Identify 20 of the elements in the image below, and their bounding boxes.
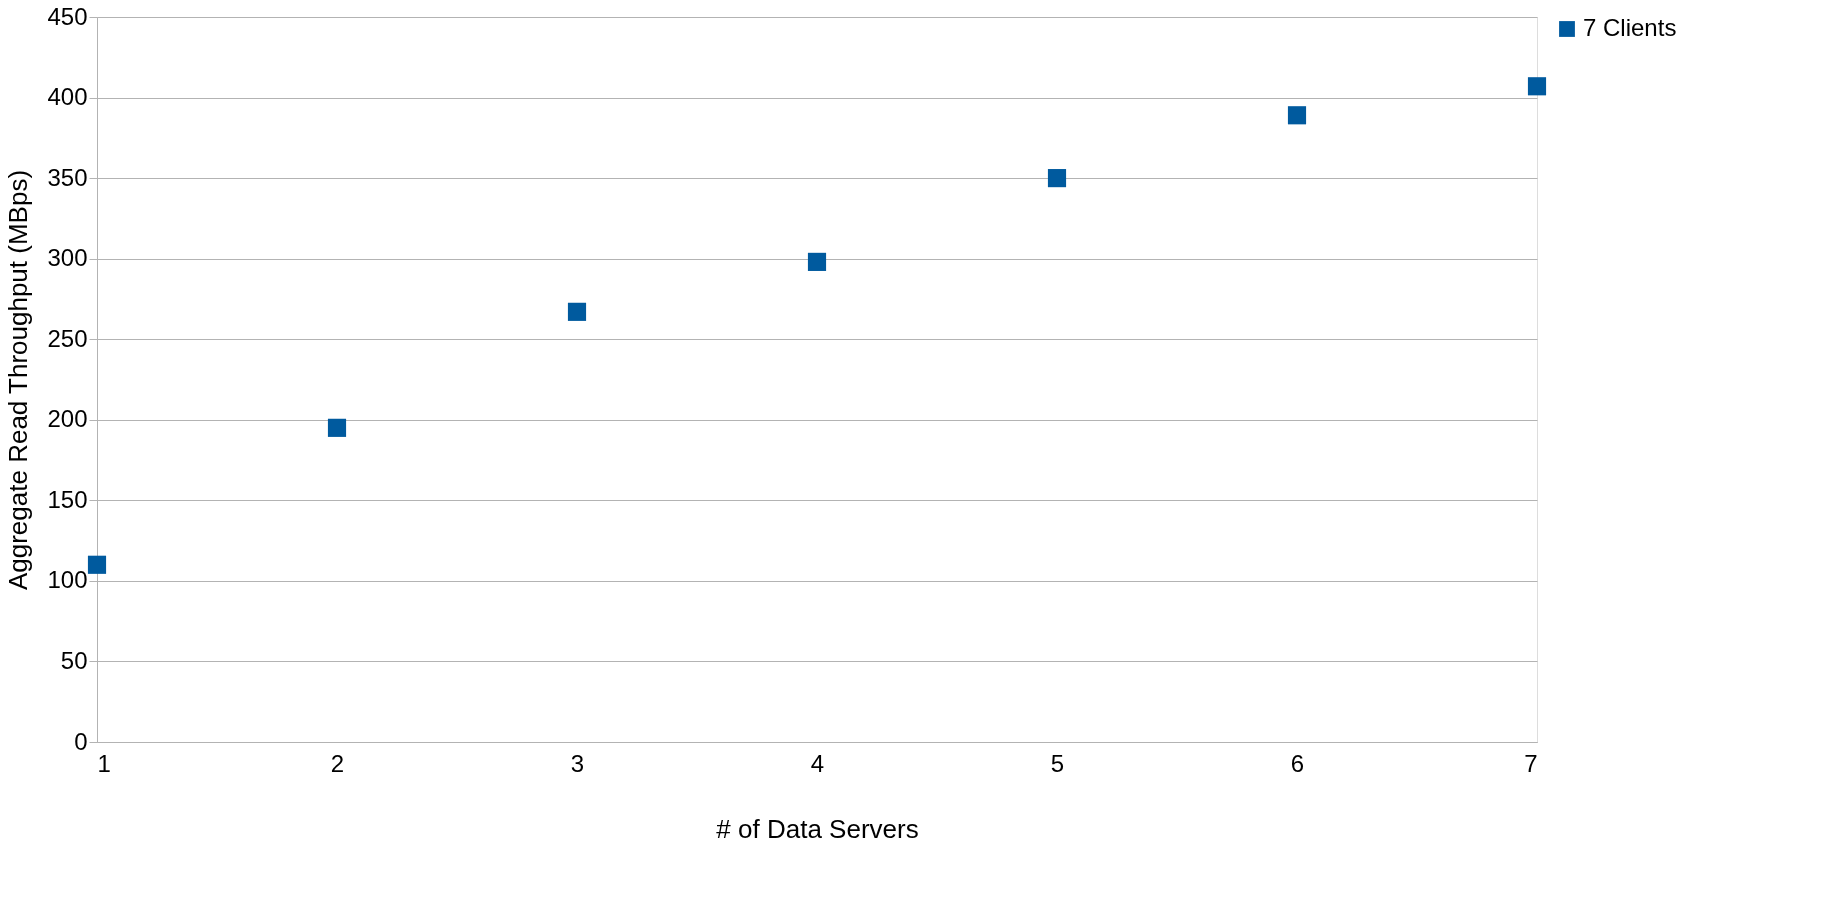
x-tick-label: 5 (1050, 749, 1065, 777)
y-tick-label: 450 (47, 2, 88, 30)
x-tick-label: 6 (1290, 749, 1305, 777)
x-tick-label: 1 (97, 749, 111, 777)
x-tick-label: 2 (330, 749, 345, 777)
x-tick-label: 4 (810, 749, 825, 777)
x-tick-label: 3 (570, 749, 585, 777)
y-tick-label: 400 (47, 83, 88, 111)
y-tick-label: 350 (47, 163, 88, 191)
legend-label: 7 Clients (1583, 14, 1677, 41)
y-tick-label: 200 (47, 405, 88, 433)
y-axis-title: Aggregate Read Throughput (MBps) (3, 169, 34, 591)
y-tick-label: 300 (47, 244, 88, 272)
y-tick-label: 150 (47, 485, 88, 513)
x-tick-label: 7 (1524, 749, 1538, 777)
x-axis-title: # of Data Servers (716, 813, 919, 844)
y-tick-label: 50 (60, 646, 88, 674)
y-tick-label: 250 (47, 324, 88, 352)
y-tick-label: 0 (74, 727, 88, 755)
y-tick-label: 100 (47, 566, 88, 594)
